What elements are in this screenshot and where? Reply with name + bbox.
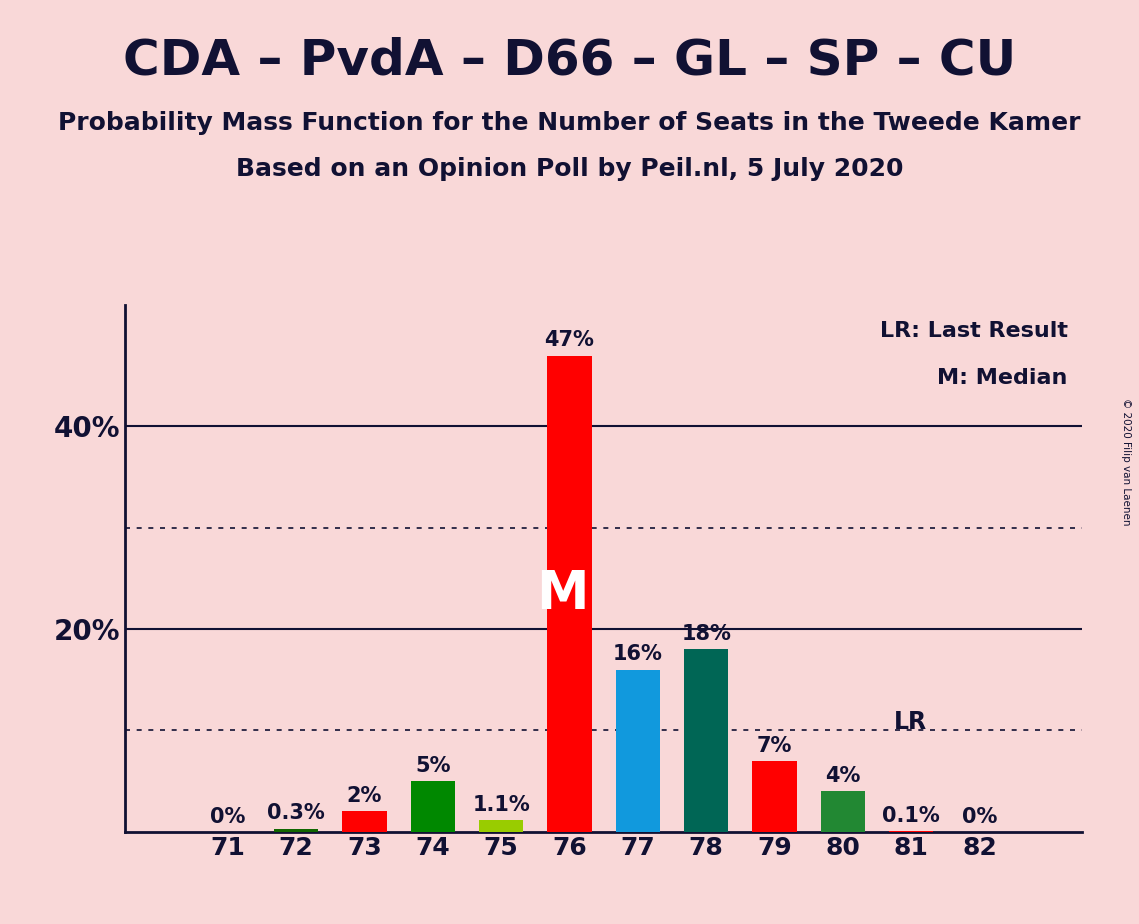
- Bar: [547, 356, 591, 832]
- Text: 4%: 4%: [825, 766, 861, 786]
- Text: 47%: 47%: [544, 331, 595, 350]
- Text: 0.3%: 0.3%: [268, 804, 325, 823]
- Text: LR: Last Result: LR: Last Result: [879, 321, 1067, 341]
- Text: 5%: 5%: [415, 756, 451, 776]
- Bar: [615, 670, 659, 832]
- Bar: [888, 831, 933, 832]
- Text: Probability Mass Function for the Number of Seats in the Tweede Kamer: Probability Mass Function for the Number…: [58, 111, 1081, 135]
- Bar: [342, 811, 386, 832]
- Text: 0%: 0%: [210, 807, 246, 827]
- Bar: [478, 821, 523, 832]
- Bar: [820, 791, 865, 832]
- Bar: [752, 760, 796, 832]
- Text: M: M: [536, 567, 589, 620]
- Text: 0%: 0%: [961, 807, 998, 827]
- Bar: [410, 781, 454, 832]
- Text: Based on an Opinion Poll by Peil.nl, 5 July 2020: Based on an Opinion Poll by Peil.nl, 5 J…: [236, 157, 903, 181]
- Bar: [683, 650, 728, 832]
- Text: 0.1%: 0.1%: [883, 806, 940, 825]
- Text: M: Median: M: Median: [937, 368, 1067, 388]
- Text: 7%: 7%: [756, 736, 793, 756]
- Text: CDA – PvdA – D66 – GL – SP – CU: CDA – PvdA – D66 – GL – SP – CU: [123, 37, 1016, 85]
- Text: 1.1%: 1.1%: [473, 796, 530, 815]
- Text: © 2020 Filip van Laenen: © 2020 Filip van Laenen: [1121, 398, 1131, 526]
- Text: 18%: 18%: [681, 625, 731, 644]
- Text: 16%: 16%: [613, 644, 663, 664]
- Text: 2%: 2%: [346, 786, 383, 807]
- Text: LR: LR: [894, 711, 927, 735]
- Bar: [273, 829, 318, 832]
